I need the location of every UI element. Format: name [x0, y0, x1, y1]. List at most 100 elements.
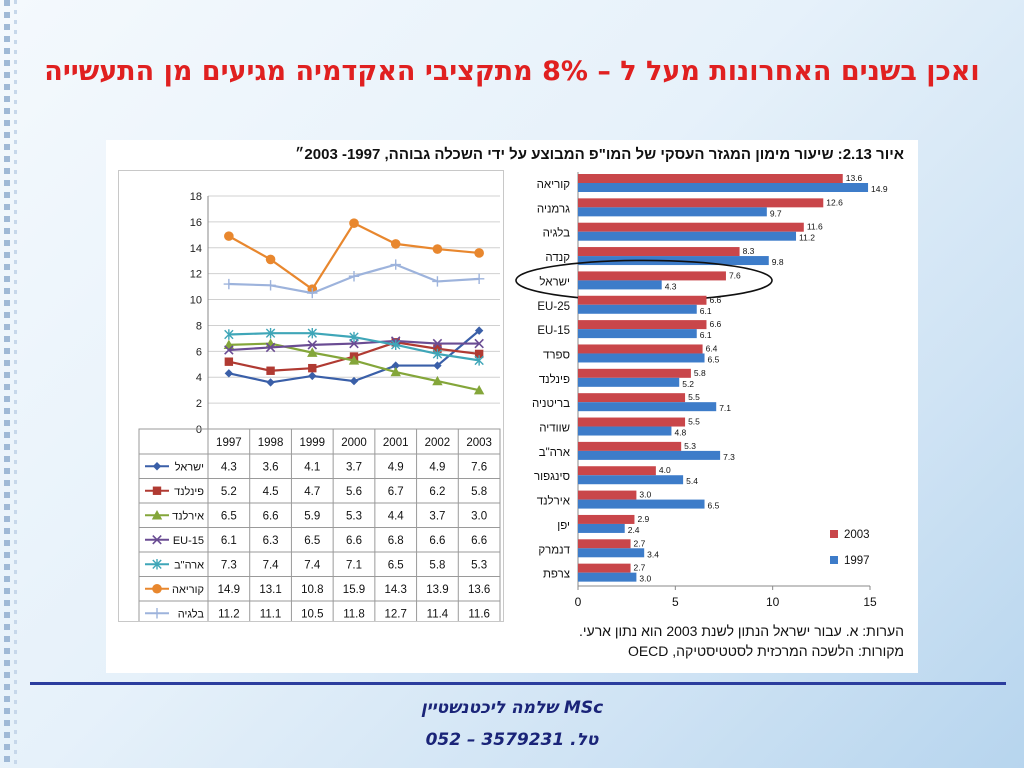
- figure-caption: איור 2.13: שיעור מימון המגזר העסקי של המ…: [295, 146, 904, 163]
- bar-2003: [578, 247, 740, 257]
- legend-label: EU-15: [173, 535, 204, 547]
- table-cell: 4.7: [304, 486, 320, 498]
- bar-2003: [578, 320, 707, 330]
- bar-label: 6.1: [700, 330, 712, 340]
- data-point: [266, 378, 275, 387]
- bar-label: 5.5: [688, 392, 700, 402]
- data-point: [265, 328, 276, 339]
- category-label: ישראל: [539, 275, 570, 288]
- category-label: דנמרק: [538, 544, 570, 556]
- bar-label: 6.6: [709, 295, 721, 305]
- x-tick-label: 2000: [341, 437, 367, 449]
- category-label: EU-25: [537, 301, 570, 313]
- table-cell: 4.5: [263, 486, 279, 498]
- table-cell: 11.4: [427, 608, 449, 620]
- category-label: קוריאה: [537, 179, 571, 191]
- table-cell: 6.6: [471, 535, 487, 547]
- data-point: [265, 342, 276, 353]
- bar-label: 4.3: [665, 281, 677, 291]
- table-cell: 12.7: [385, 608, 407, 620]
- bar-group: בלגיה 11.611.2: [543, 222, 823, 243]
- table-cell: 7.1: [346, 559, 362, 571]
- bar-group: ארה"ב 5.3 7.3: [539, 441, 735, 462]
- data-point: [308, 363, 317, 373]
- table-cell: 6.6: [346, 535, 362, 547]
- table-cell: 3.7: [429, 510, 445, 522]
- table-cell: 5.3: [471, 559, 487, 571]
- bar-group: קנדה 8.3 9.8: [545, 246, 783, 267]
- table-cell: 11.6: [468, 608, 490, 620]
- table-cell: 6.6: [429, 535, 445, 547]
- bar-1997: [578, 523, 625, 533]
- category-label: קנדה: [545, 252, 570, 264]
- x-tick-label: 1997: [216, 437, 242, 449]
- y-tick-label: 6: [196, 346, 202, 358]
- data-point: [473, 273, 485, 285]
- table-cell: 5.8: [471, 486, 487, 498]
- slide-title: ואכן בשנים האחרונות מעל ל – 8% מתקציבי ה…: [44, 56, 980, 87]
- table-cell: 6.5: [388, 559, 404, 571]
- data-point: [224, 345, 234, 355]
- bar-label: 4.0: [659, 465, 671, 475]
- y-tick-label: 8: [196, 320, 202, 332]
- data-point: [349, 218, 359, 228]
- bar-label: 9.8: [772, 257, 784, 267]
- category-label: ארה"ב: [539, 447, 571, 459]
- bar-label: 11.2: [799, 233, 815, 243]
- data-point: [432, 276, 443, 287]
- bar-label: 6.4: [706, 343, 718, 353]
- bar-2003: [578, 441, 682, 451]
- bar-label: 5.3: [684, 441, 696, 451]
- figure-note: הערות: א. עבור ישראל הנתון לשנת 2003 הוא…: [579, 623, 904, 639]
- category-label: אירלנד: [537, 495, 571, 508]
- legend-key-marker: [152, 534, 162, 545]
- bar-1997: [578, 304, 697, 314]
- table-cell: 11.8: [343, 608, 365, 620]
- bar-group: אירלנד 3.0 6.5: [537, 490, 720, 511]
- x-tick-label: 2001: [383, 437, 409, 449]
- table-cell: 6.6: [263, 510, 279, 522]
- legend: 2003 1997: [830, 529, 870, 567]
- bar-2003: [578, 222, 804, 232]
- bar-label: 8.3: [743, 246, 755, 256]
- data-point: [474, 355, 484, 366]
- data-point: [224, 231, 234, 241]
- data-point: [391, 361, 400, 370]
- table-cell: 7.4: [263, 559, 280, 571]
- table-cell: 6.8: [388, 535, 404, 547]
- bar-2003: [578, 198, 824, 208]
- bar-group: סינגפור 4.0 5.4: [534, 465, 698, 486]
- bar-2003: [578, 368, 691, 378]
- bar-group: פינלנד 5.85.2: [539, 368, 706, 389]
- category-label: EU-15: [537, 325, 570, 337]
- data-point: [307, 340, 318, 350]
- table-cell: 5.8: [429, 559, 445, 571]
- legend-key-marker: [151, 608, 163, 619]
- bar-1997: [578, 426, 672, 436]
- bar-group: גרמניה 12.6 9.7: [537, 197, 843, 218]
- data-point: [224, 329, 234, 340]
- data-point: [432, 375, 443, 386]
- bar-1997: [578, 329, 697, 339]
- footer-divider: [30, 682, 1006, 685]
- table-cell: 5.3: [346, 510, 362, 522]
- data-point: [432, 348, 443, 360]
- table-cell: 10.8: [301, 584, 323, 596]
- table-cell: 6.2: [429, 486, 445, 498]
- legend-label: פינלנד: [174, 485, 204, 498]
- table-cell: 4.9: [388, 461, 404, 473]
- bar-2003: [578, 417, 686, 427]
- table-cell: 13.6: [468, 584, 490, 596]
- table-cell: 6.5: [304, 535, 320, 547]
- legend-label: קוריאה: [172, 584, 204, 596]
- data-point: [390, 239, 401, 249]
- legend-label: אירלנד: [172, 509, 204, 522]
- table-cell: 3.0: [471, 510, 487, 522]
- bar-1997: [578, 402, 717, 412]
- data-point: [432, 338, 443, 349]
- bar-label: 7.3: [723, 452, 735, 462]
- bar-label: 6.5: [708, 354, 720, 364]
- table-cell: 7.6: [471, 461, 487, 473]
- bar-label: 2.7: [634, 538, 646, 548]
- data-point: [349, 331, 359, 343]
